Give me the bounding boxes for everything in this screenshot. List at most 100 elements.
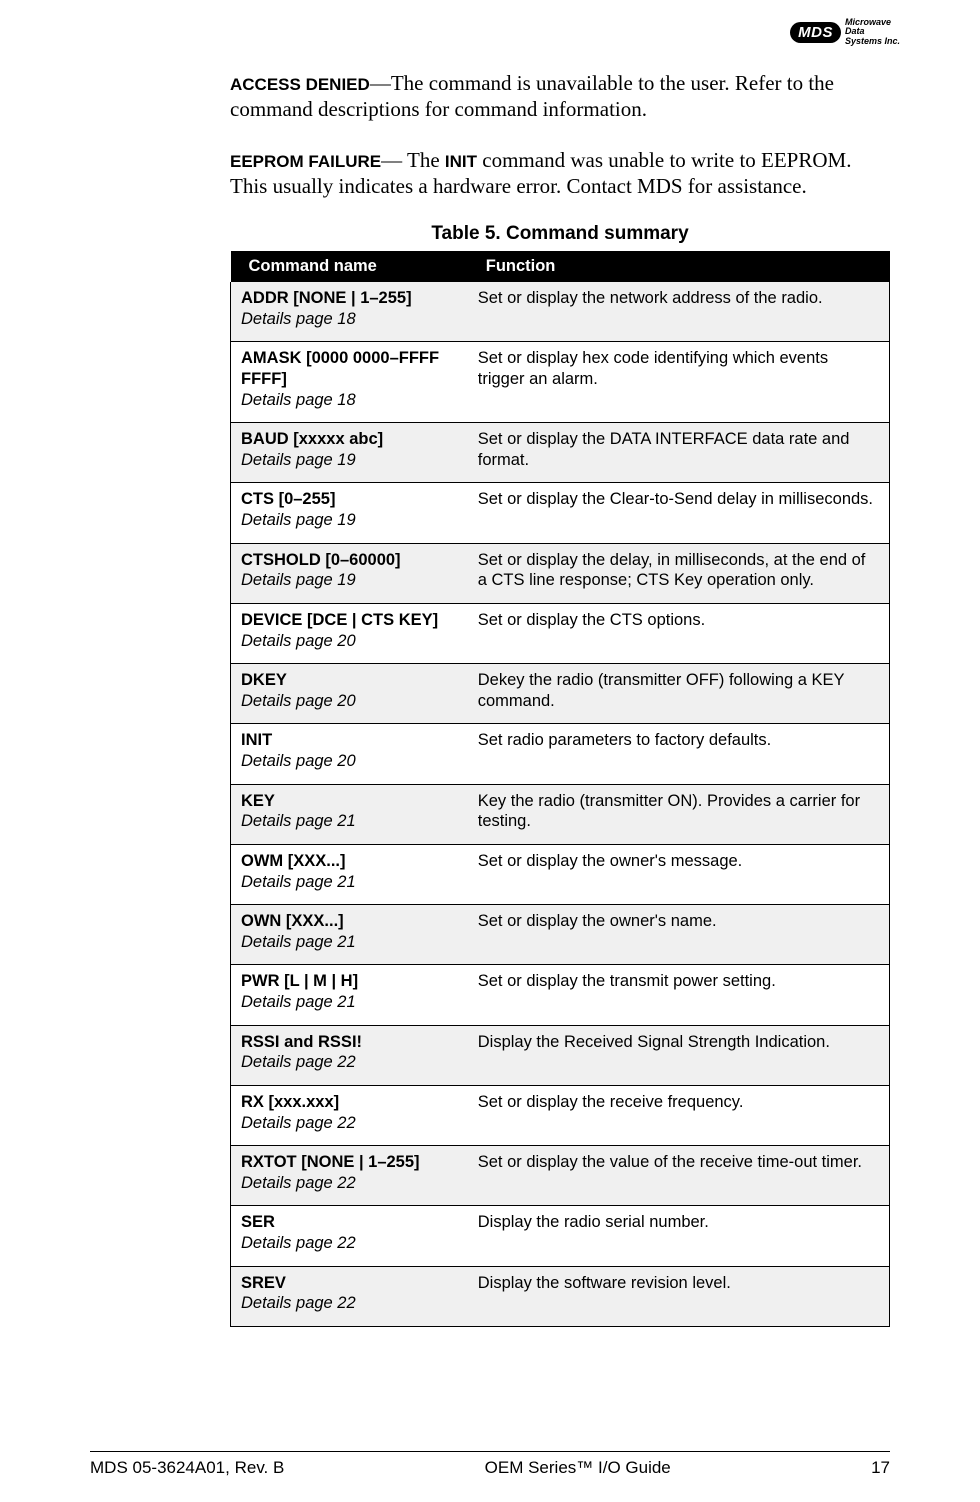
logo-badge: MDS bbox=[790, 22, 841, 43]
table-row: INITDetails page 20Set radio parameters … bbox=[231, 724, 890, 784]
label-eeprom-failure: EEPROM FAILURE bbox=[230, 152, 381, 171]
cell-function: Set or display the transmit power settin… bbox=[468, 965, 890, 1025]
table-row: OWN [XXX...]Details page 21Set or displa… bbox=[231, 905, 890, 965]
command-name: KEY bbox=[241, 791, 458, 812]
command-name: PWR [L | M | H] bbox=[241, 971, 458, 992]
command-name: BAUD [xxxxx abc] bbox=[241, 429, 458, 450]
table-title: Table 5. Command summary bbox=[230, 223, 890, 245]
table-row: SERDetails page 22Display the radio seri… bbox=[231, 1206, 890, 1266]
logo-text: Microwave Data Systems Inc. bbox=[845, 18, 900, 46]
command-name: SER bbox=[241, 1212, 458, 1233]
cell-function: Display the software revision level. bbox=[468, 1266, 890, 1326]
table-row: PWR [L | M | H]Details page 21Set or dis… bbox=[231, 965, 890, 1025]
command-name: ADDR [NONE | 1–255] bbox=[241, 288, 458, 309]
command-details: Details page 21 bbox=[241, 992, 458, 1013]
command-name: CTSHOLD [0–60000] bbox=[241, 550, 458, 571]
para-access-denied: ACCESS DENIED—The command is unavailable… bbox=[230, 70, 890, 123]
content: ACCESS DENIED—The command is unavailable… bbox=[230, 70, 890, 1327]
cell-function: Set or display the owner's message. bbox=[468, 844, 890, 904]
cell-function: Set or display the DATA INTERFACE data r… bbox=[468, 423, 890, 483]
cell-command: KEYDetails page 21 bbox=[231, 784, 468, 844]
command-name: RX [xxx.xxx] bbox=[241, 1092, 458, 1113]
table-row: DEVICE [DCE | CTS KEY]Details page 20Set… bbox=[231, 603, 890, 663]
cell-command: OWM [XXX...]Details page 21 bbox=[231, 844, 468, 904]
cell-command: RSSI and RSSI!Details page 22 bbox=[231, 1025, 468, 1085]
command-details: Details page 18 bbox=[241, 390, 458, 411]
cell-command: RXTOT [NONE | 1–255]Details page 22 bbox=[231, 1146, 468, 1206]
table-row: RX [xxx.xxx]Details page 22Set or displa… bbox=[231, 1085, 890, 1145]
command-details: Details page 20 bbox=[241, 631, 458, 652]
table-row: OWM [XXX...]Details page 21Set or displa… bbox=[231, 844, 890, 904]
table-row: CTS [0–255]Details page 19Set or display… bbox=[231, 483, 890, 543]
command-details: Details page 22 bbox=[241, 1113, 458, 1134]
th-function: Function bbox=[468, 251, 890, 282]
cell-command: RX [xxx.xxx]Details page 22 bbox=[231, 1085, 468, 1145]
cell-function: Set or display the receive frequency. bbox=[468, 1085, 890, 1145]
command-details: Details page 20 bbox=[241, 751, 458, 772]
command-name: AMASK [0000 0000–FFFF FFFF] bbox=[241, 348, 458, 389]
table-row: RSSI and RSSI!Details page 22Display the… bbox=[231, 1025, 890, 1085]
cell-command: OWN [XXX...]Details page 21 bbox=[231, 905, 468, 965]
cell-function: Set or display the delay, in millisecond… bbox=[468, 543, 890, 603]
command-details: Details page 22 bbox=[241, 1052, 458, 1073]
cell-command: SREVDetails page 22 bbox=[231, 1266, 468, 1326]
command-details: Details page 21 bbox=[241, 872, 458, 893]
cell-command: BAUD [xxxxx abc]Details page 19 bbox=[231, 423, 468, 483]
command-details: Details page 21 bbox=[241, 811, 458, 832]
command-details: Details page 22 bbox=[241, 1233, 458, 1254]
command-name: RXTOT [NONE | 1–255] bbox=[241, 1152, 458, 1173]
footer: MDS 05-3624A01, Rev. B OEM Series™ I/O G… bbox=[90, 1451, 890, 1478]
command-name: OWN [XXX...] bbox=[241, 911, 458, 932]
cell-function: Key the radio (transmitter ON). Provides… bbox=[468, 784, 890, 844]
table-row: RXTOT [NONE | 1–255]Details page 22Set o… bbox=[231, 1146, 890, 1206]
command-details: Details page 19 bbox=[241, 510, 458, 531]
command-name: INIT bbox=[241, 730, 458, 751]
command-details: Details page 20 bbox=[241, 691, 458, 712]
bold-init: INIT bbox=[445, 152, 477, 171]
table-row: SREVDetails page 22Display the software … bbox=[231, 1266, 890, 1326]
cell-command: CTSHOLD [0–60000]Details page 19 bbox=[231, 543, 468, 603]
command-name: OWM [XXX...] bbox=[241, 851, 458, 872]
command-details: Details page 22 bbox=[241, 1293, 458, 1314]
logo-line3: Systems Inc. bbox=[845, 36, 900, 46]
footer-left: MDS 05-3624A01, Rev. B bbox=[90, 1458, 284, 1478]
cell-function: Set or display hex code identifying whic… bbox=[468, 342, 890, 423]
cell-function: Set radio parameters to factory defaults… bbox=[468, 724, 890, 784]
cell-command: PWR [L | M | H]Details page 21 bbox=[231, 965, 468, 1025]
table-row: AMASK [0000 0000–FFFF FFFF]Details page … bbox=[231, 342, 890, 423]
table-row: DKEYDetails page 20Dekey the radio (tran… bbox=[231, 664, 890, 724]
command-name: SREV bbox=[241, 1273, 458, 1294]
table-row: ADDR [NONE | 1–255]Details page 18Set or… bbox=[231, 282, 890, 342]
footer-center: OEM Series™ I/O Guide bbox=[485, 1458, 671, 1478]
command-name: CTS [0–255] bbox=[241, 489, 458, 510]
label-access-denied: ACCESS DENIED bbox=[230, 75, 370, 94]
cell-function: Display the radio serial number. bbox=[468, 1206, 890, 1266]
cell-function: Set or display the network address of th… bbox=[468, 282, 890, 342]
table-row: KEYDetails page 21Key the radio (transmi… bbox=[231, 784, 890, 844]
command-name: DKEY bbox=[241, 670, 458, 691]
cell-command: INITDetails page 20 bbox=[231, 724, 468, 784]
command-details: Details page 21 bbox=[241, 932, 458, 953]
command-table: Command name Function ADDR [NONE | 1–255… bbox=[230, 251, 890, 1327]
command-name: RSSI and RSSI! bbox=[241, 1032, 458, 1053]
table-row: CTSHOLD [0–60000]Details page 19Set or d… bbox=[231, 543, 890, 603]
cell-command: DEVICE [DCE | CTS KEY]Details page 20 bbox=[231, 603, 468, 663]
footer-right: 17 bbox=[871, 1458, 890, 1478]
cell-function: Display the Received Signal Strength Ind… bbox=[468, 1025, 890, 1085]
para-eeprom-failure: EEPROM FAILURE— The INIT command was una… bbox=[230, 147, 890, 200]
cell-function: Set or display the CTS options. bbox=[468, 603, 890, 663]
table-row: BAUD [xxxxx abc]Details page 19Set or di… bbox=[231, 423, 890, 483]
command-name: DEVICE [DCE | CTS KEY] bbox=[241, 610, 458, 631]
cell-function: Set or display the owner's name. bbox=[468, 905, 890, 965]
cell-function: Dekey the radio (transmitter OFF) follow… bbox=[468, 664, 890, 724]
cell-command: ADDR [NONE | 1–255]Details page 18 bbox=[231, 282, 468, 342]
command-details: Details page 19 bbox=[241, 570, 458, 591]
th-command-name: Command name bbox=[231, 251, 468, 282]
cell-command: CTS [0–255]Details page 19 bbox=[231, 483, 468, 543]
cell-command: SERDetails page 22 bbox=[231, 1206, 468, 1266]
logo: MDS Microwave Data Systems Inc. bbox=[790, 18, 900, 46]
cell-function: Set or display the value of the receive … bbox=[468, 1146, 890, 1206]
cell-command: DKEYDetails page 20 bbox=[231, 664, 468, 724]
cell-command: AMASK [0000 0000–FFFF FFFF]Details page … bbox=[231, 342, 468, 423]
command-details: Details page 22 bbox=[241, 1173, 458, 1194]
